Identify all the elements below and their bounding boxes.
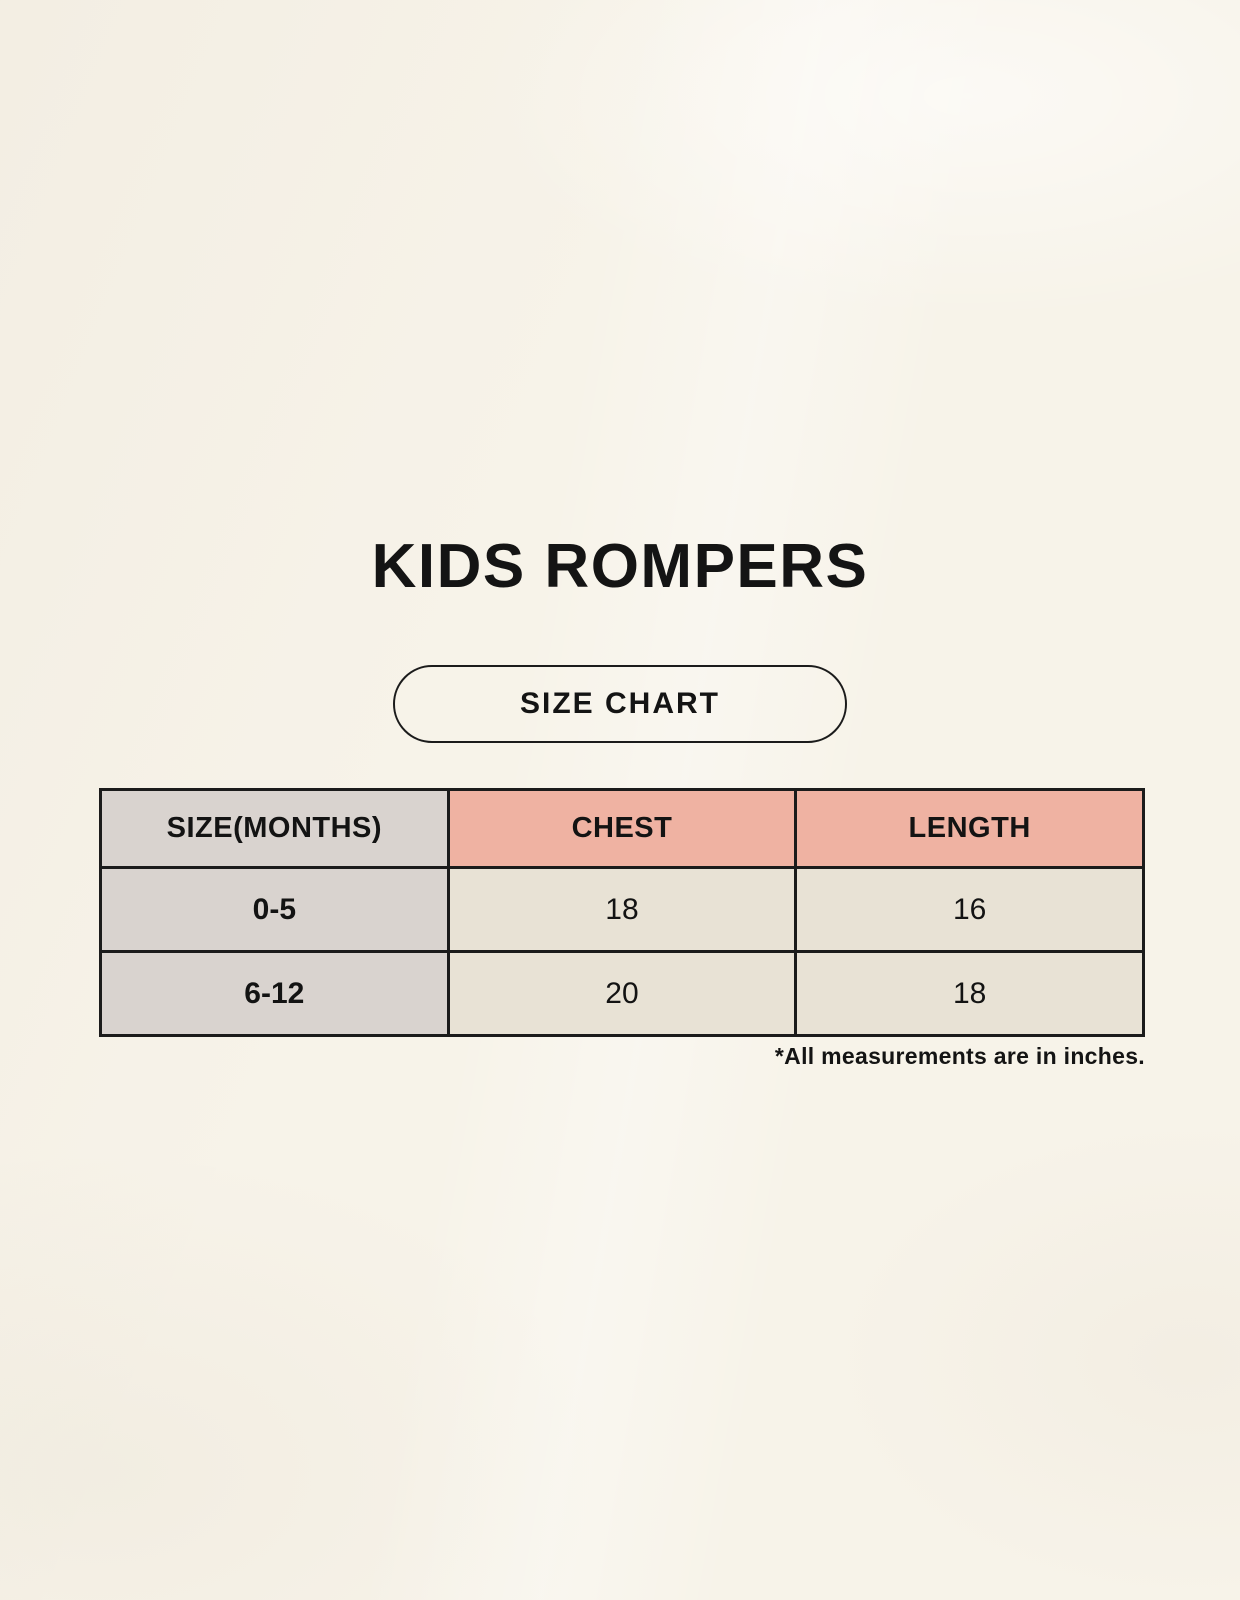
page-title: KIDS ROMPERS xyxy=(371,532,869,601)
size-cell: 6-12 xyxy=(99,950,450,1037)
size-chart-badge: SIZE CHART xyxy=(393,665,847,743)
size-table: SIZE(MONTHS) CHEST LENGTH 0-5 18 16 6-12… xyxy=(99,788,1145,1037)
table-row: 0-5 18 16 xyxy=(99,866,1145,953)
header-chest: CHEST xyxy=(446,788,798,869)
size-chart-badge-label: SIZE CHART xyxy=(520,687,720,720)
length-cell: 18 xyxy=(794,950,1145,1037)
length-cell: 16 xyxy=(794,866,1145,953)
size-table-header: SIZE(MONTHS) CHEST LENGTH xyxy=(99,788,1145,869)
size-cell: 0-5 xyxy=(99,866,450,953)
table-row: 6-12 20 18 xyxy=(99,950,1145,1037)
measurements-footnote: *All measurements are in inches. xyxy=(774,1043,1145,1069)
chest-cell: 18 xyxy=(446,866,798,953)
header-length: LENGTH xyxy=(794,788,1145,869)
size-table-body: 0-5 18 16 6-12 20 18 xyxy=(99,866,1145,1037)
chest-cell: 20 xyxy=(446,950,798,1037)
header-row: SIZE(MONTHS) CHEST LENGTH xyxy=(99,788,1145,869)
header-size-months: SIZE(MONTHS) xyxy=(99,788,450,869)
